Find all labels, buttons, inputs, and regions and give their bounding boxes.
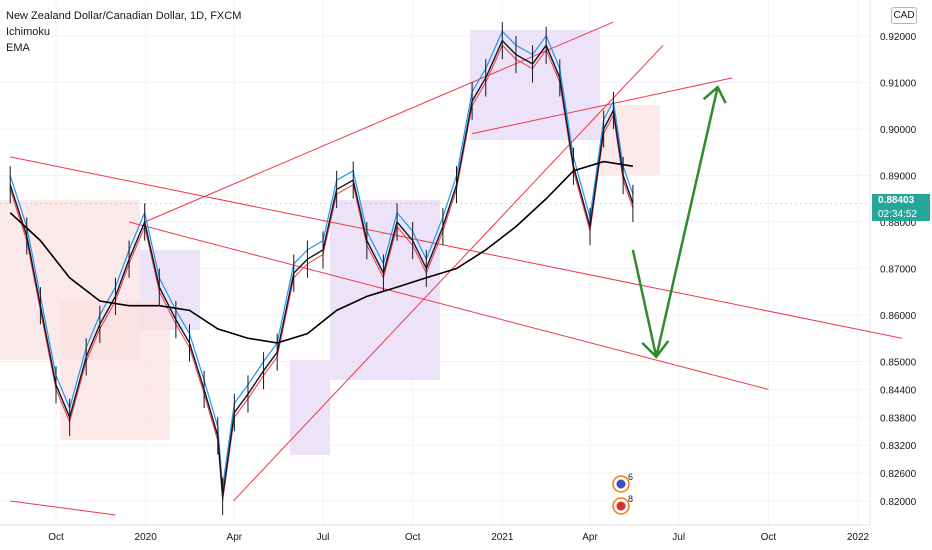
y-tick-label: 0.83800 xyxy=(880,413,917,424)
trendline[interactable] xyxy=(471,77,733,135)
last-price-label: 0.88403 xyxy=(872,194,930,208)
new-zealand-flag-fill xyxy=(616,479,626,489)
forecast-arrow-head-up xyxy=(702,85,727,104)
y-tick-label: 0.90000 xyxy=(880,125,917,136)
x-tick-label: 2021 xyxy=(491,532,514,543)
ichimoku-cloud-bullish xyxy=(290,360,330,455)
y-tick-label: 0.82600 xyxy=(880,469,917,480)
trendline[interactable] xyxy=(10,156,902,339)
trendline[interactable] xyxy=(10,500,116,516)
trendline[interactable] xyxy=(144,21,614,223)
ichimoku-cloud-bullish xyxy=(470,30,600,140)
y-tick-label: 0.92000 xyxy=(880,32,917,43)
y-tick-label: 0.84400 xyxy=(880,385,917,396)
x-tick-label: Jul xyxy=(317,532,330,543)
x-tick-label: Oct xyxy=(405,532,421,543)
y-tick-label: 0.87000 xyxy=(880,265,917,276)
x-tick-label: Apr xyxy=(582,532,598,543)
y-tick-label: 0.83200 xyxy=(880,441,917,452)
currency-badge[interactable]: CAD xyxy=(891,7,917,24)
x-tick-label: 2020 xyxy=(135,532,158,543)
instrument-title[interactable]: New Zealand Dollar/Canadian Dollar, 1D, … xyxy=(6,10,242,22)
canada-flag-fill xyxy=(616,501,626,511)
x-tick-label: Jul xyxy=(672,532,685,543)
x-tick-label: Oct xyxy=(761,532,777,543)
y-tick-label: 0.86000 xyxy=(880,311,917,322)
ema-line xyxy=(9,160,634,344)
bar-countdown-label: 02:34:52 xyxy=(872,208,930,221)
y-tick-label: 0.91000 xyxy=(880,79,917,90)
event-count: 6 xyxy=(628,472,633,482)
indicator-ichimoku[interactable]: Ichimoku xyxy=(6,26,51,38)
indicator-ema[interactable]: EMA xyxy=(6,42,30,54)
trendline[interactable] xyxy=(128,221,769,390)
forecast-arrow-head-down xyxy=(641,340,670,359)
y-tick-label: 0.82000 xyxy=(880,497,917,508)
x-tick-label: Apr xyxy=(227,532,243,543)
trendline[interactable] xyxy=(232,44,664,502)
ichimoku-cloud-bearish xyxy=(60,300,170,440)
y-tick-label: 0.88000 xyxy=(880,218,917,229)
ichimoku-cloud-bearish xyxy=(600,105,660,175)
x-tick-label: Oct xyxy=(48,532,64,543)
y-tick-label: 0.85000 xyxy=(880,358,917,369)
event-count: 8 xyxy=(628,494,633,504)
y-tick-label: 0.89000 xyxy=(880,172,917,183)
x-tick-label: 2022 xyxy=(847,532,870,543)
chart-legend: New Zealand Dollar/Canadian Dollar, 1D, … xyxy=(6,8,241,56)
